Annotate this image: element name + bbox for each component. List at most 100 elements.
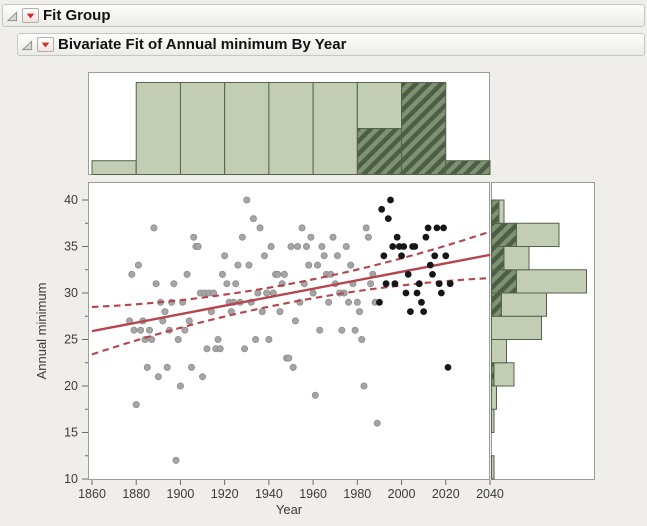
scatter-point[interactable] bbox=[367, 280, 375, 288]
scatter-point[interactable] bbox=[274, 270, 282, 278]
scatter-point[interactable] bbox=[258, 308, 266, 316]
scatter-point-selected[interactable] bbox=[420, 308, 428, 315]
scatter-point[interactable] bbox=[263, 289, 271, 297]
disclosure-triangle-icon[interactable] bbox=[21, 39, 33, 51]
minimum-histogram-bar[interactable] bbox=[491, 385, 497, 410]
scatter-point[interactable] bbox=[194, 242, 202, 250]
year-histogram-bar-selected[interactable] bbox=[445, 160, 491, 175]
scatter-point-selected[interactable] bbox=[429, 271, 436, 278]
scatter-point[interactable] bbox=[181, 326, 189, 334]
scatter-point-selected[interactable] bbox=[435, 280, 443, 288]
minimum-histogram-bar[interactable] bbox=[498, 199, 505, 224]
scatter-point[interactable] bbox=[320, 252, 328, 260]
scatter-point-selected[interactable] bbox=[402, 289, 410, 297]
minimum-histogram-bar[interactable] bbox=[491, 339, 507, 364]
scatter-point[interactable] bbox=[163, 363, 171, 371]
scatter-point[interactable] bbox=[148, 335, 156, 343]
scatter-point-selected[interactable] bbox=[431, 252, 439, 260]
linear-fit-line[interactable] bbox=[91, 253, 491, 333]
scatter-point[interactable] bbox=[145, 326, 153, 334]
scatter-point-selected[interactable] bbox=[426, 261, 434, 269]
scatter-point[interactable] bbox=[132, 401, 140, 409]
scatter-point-selected[interactable] bbox=[404, 271, 412, 278]
scatter-point[interactable] bbox=[216, 345, 224, 353]
red-triangle-menu-button[interactable] bbox=[22, 8, 39, 23]
scatter-point[interactable] bbox=[329, 233, 337, 241]
scatter-point-selected[interactable] bbox=[393, 233, 401, 241]
minimum-histogram-bar[interactable] bbox=[516, 222, 560, 247]
scatter-point-selected[interactable] bbox=[433, 224, 441, 232]
scatter-point[interactable] bbox=[234, 261, 242, 269]
scatter-point[interactable] bbox=[232, 280, 240, 288]
scatter-point[interactable] bbox=[174, 335, 182, 343]
scatter-point[interactable] bbox=[172, 456, 180, 464]
scatter-point[interactable] bbox=[360, 382, 368, 390]
scatter-point[interactable] bbox=[294, 242, 302, 250]
scatter-point-selected[interactable] bbox=[398, 252, 405, 260]
scatter-point[interactable] bbox=[276, 308, 284, 316]
scatter-point-selected[interactable] bbox=[400, 243, 408, 250]
scatter-point[interactable] bbox=[161, 308, 169, 316]
scatter-point[interactable] bbox=[347, 261, 355, 269]
scatter-point[interactable] bbox=[291, 317, 299, 325]
scatter-point-selected[interactable] bbox=[411, 243, 419, 250]
year-histogram-bar-selected[interactable] bbox=[401, 82, 447, 175]
scatter-point[interactable] bbox=[223, 280, 231, 288]
scatter-point[interactable] bbox=[314, 261, 322, 269]
year-histogram-bar-selected[interactable] bbox=[356, 128, 403, 175]
year-histogram-bar[interactable] bbox=[179, 82, 226, 175]
scatter-point[interactable] bbox=[134, 261, 142, 269]
scatter-point[interactable] bbox=[187, 363, 195, 371]
scatter-point[interactable] bbox=[154, 373, 162, 381]
scatter-point[interactable] bbox=[143, 363, 151, 371]
year-histogram-bar[interactable] bbox=[268, 82, 314, 175]
scatter-point[interactable] bbox=[302, 242, 310, 250]
scatter-point[interactable] bbox=[214, 335, 222, 343]
scatter-point[interactable] bbox=[218, 270, 226, 278]
minimum-histogram-bar[interactable] bbox=[493, 362, 515, 387]
scatter-point[interactable] bbox=[353, 298, 361, 306]
scatter-point[interactable] bbox=[358, 335, 366, 343]
scatter-point-selected[interactable] bbox=[444, 364, 452, 371]
scatter-point[interactable] bbox=[316, 326, 324, 334]
scatter-point-selected[interactable] bbox=[376, 298, 383, 306]
scatter-point[interactable] bbox=[307, 233, 315, 241]
scatter-point[interactable] bbox=[190, 233, 198, 241]
scatter-point[interactable] bbox=[152, 280, 160, 288]
scatter-point[interactable] bbox=[373, 419, 381, 427]
scatter-point-selected[interactable] bbox=[391, 280, 399, 288]
scatter-point[interactable] bbox=[176, 382, 184, 390]
minimum-histogram-bar[interactable] bbox=[516, 269, 587, 294]
scatter-point[interactable] bbox=[254, 289, 262, 297]
minimum-histogram-bar[interactable] bbox=[503, 246, 530, 271]
year-histogram-bar[interactable] bbox=[356, 82, 403, 129]
scatter-point[interactable] bbox=[267, 242, 275, 250]
scatter-point-selected[interactable] bbox=[389, 243, 397, 250]
scatter-point[interactable] bbox=[249, 215, 257, 223]
scatter-point[interactable] bbox=[150, 224, 158, 232]
disclosure-triangle-icon[interactable] bbox=[6, 10, 18, 22]
scatter-point[interactable] bbox=[298, 224, 306, 232]
scatter-point[interactable] bbox=[356, 308, 364, 316]
minimum-histogram-bar-selected[interactable] bbox=[491, 246, 505, 271]
minimum-histogram-bar[interactable] bbox=[501, 292, 547, 317]
confidence-band-upper[interactable] bbox=[91, 230, 491, 308]
scatter-point[interactable] bbox=[203, 345, 211, 353]
scatter-point[interactable] bbox=[170, 280, 178, 288]
minimum-histogram-bar-selected[interactable] bbox=[491, 199, 500, 224]
scatter-point[interactable] bbox=[183, 270, 191, 278]
scatter-point[interactable] bbox=[256, 224, 264, 232]
scatter-point[interactable] bbox=[280, 270, 288, 278]
scatter-point[interactable] bbox=[287, 242, 295, 250]
year-histogram-bar[interactable] bbox=[135, 82, 181, 175]
scatter-point-selected[interactable] bbox=[384, 215, 392, 223]
scatter-point[interactable] bbox=[338, 326, 346, 334]
scatter-point[interactable] bbox=[318, 242, 326, 250]
scatter-point[interactable] bbox=[325, 298, 333, 306]
scatter-point[interactable] bbox=[311, 391, 319, 399]
minimum-histogram-bar[interactable] bbox=[491, 315, 542, 340]
scatter-point[interactable] bbox=[289, 363, 297, 371]
scatter-point-selected[interactable] bbox=[378, 205, 386, 213]
scatter-point-selected[interactable] bbox=[424, 224, 432, 232]
scatter-point[interactable] bbox=[342, 242, 350, 250]
